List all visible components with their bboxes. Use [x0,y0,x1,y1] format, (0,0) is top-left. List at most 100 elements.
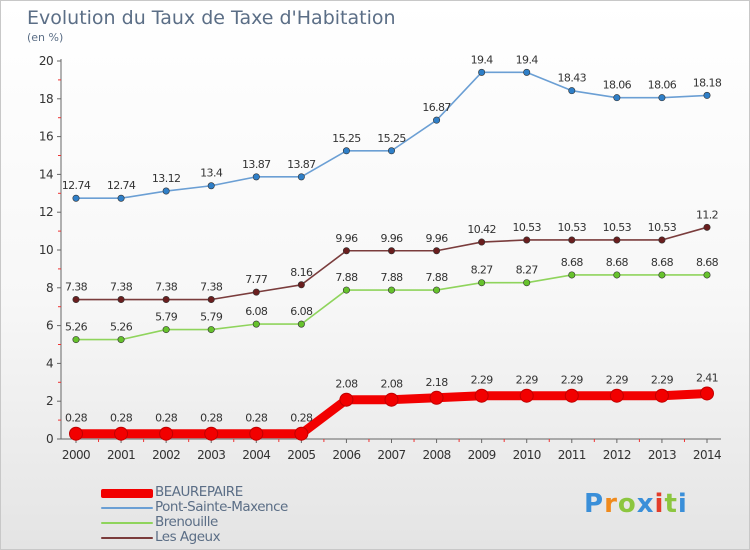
data-point-beaurepaire [204,426,219,441]
chart-title: Evolution du Taux de Taxe d'Habitation [27,7,396,29]
data-label-pont-sainte-maxence: 12.74 [62,179,91,192]
x-tick-label: 2005 [287,448,315,462]
data-point-brenouille [523,279,531,287]
y-tick-label: 6 [46,319,53,333]
data-label-les-ageux: 11.2 [696,208,718,221]
data-point-beaurepaire [294,426,309,441]
data-point-brenouille [433,286,441,294]
legend-swatch-brenouille [101,522,153,524]
data-point-pont-sainte-maxence [613,94,621,102]
data-point-brenouille [297,320,305,328]
legend-label-brenouille: Brenouille [155,514,218,530]
data-point-beaurepaire [339,392,354,407]
data-point-pont-sainte-maxence [342,147,350,155]
data-label-les-ageux: 10.53 [512,221,541,234]
data-label-brenouille: 8.68 [651,256,674,269]
y-tick-label: 2 [46,394,53,408]
data-label-beaurepaire: 2.08 [380,378,403,391]
data-label-pont-sainte-maxence: 12.74 [107,179,136,192]
data-label-pont-sainte-maxence: 13.87 [287,158,316,171]
data-label-brenouille: 5.79 [200,311,223,324]
data-label-pont-sainte-maxence: 16.87 [422,101,451,114]
data-point-pont-sainte-maxence [72,194,80,202]
data-label-brenouille: 8.27 [471,264,494,277]
legend-item-pont-sainte-maxence: Pont-Sainte-Maxence [101,499,351,515]
chart-legend: BEAUREPAIRE Pont-Sainte-Maxence Brenouil… [101,484,351,545]
data-label-les-ageux: 8.16 [290,266,313,279]
data-point-brenouille [478,279,486,287]
x-tick-label: 2007 [377,448,405,462]
data-label-brenouille: 5.26 [110,321,133,334]
data-point-brenouille [207,326,215,334]
data-point-pont-sainte-maxence [252,173,260,181]
data-label-beaurepaire: 0.28 [155,412,178,425]
data-label-brenouille: 8.27 [516,264,539,277]
data-label-les-ageux: 10.53 [648,221,677,234]
legend-swatch-les-ageux [101,537,153,539]
data-label-brenouille: 5.79 [155,311,178,324]
data-point-les-ageux [568,236,576,244]
data-label-les-ageux: 9.96 [426,232,449,245]
proxiti-logo: Proxiti [584,489,688,519]
legend-item-brenouille: Brenouille [101,514,351,530]
y-tick-label: 18 [39,92,53,106]
y-tick-label: 4 [46,356,53,370]
data-label-pont-sainte-maxence: 18.06 [603,79,632,92]
y-tick-label: 14 [39,167,53,181]
data-point-les-ageux [72,296,80,304]
data-label-pont-sainte-maxence: 13.87 [242,158,271,171]
logo-letter: i [677,489,688,519]
y-tick-label: 12 [39,205,53,219]
data-point-beaurepaire [249,426,264,441]
data-point-beaurepaire [69,426,83,441]
data-point-brenouille [387,286,395,294]
data-point-pont-sainte-maxence [207,182,215,190]
data-point-brenouille [342,286,350,294]
data-point-les-ageux [658,236,666,244]
data-point-pont-sainte-maxence [523,68,531,76]
data-label-beaurepaire: 2.29 [651,374,674,387]
y-tick-label: 10 [39,243,53,257]
data-label-les-ageux: 7.38 [200,281,223,294]
y-tick-label: 20 [39,54,53,68]
data-label-beaurepaire: 2.29 [606,374,629,387]
logo-letter: P [584,489,605,519]
x-tick-label: 2010 [513,448,541,462]
chart-unit-label: (en %) [27,31,64,44]
logo-letter: o [617,489,637,519]
data-label-brenouille: 7.88 [380,271,403,284]
data-point-pont-sainte-maxence [117,194,125,202]
data-point-beaurepaire [384,392,399,407]
legend-swatch-pont-sainte-maxence [101,507,153,509]
data-point-les-ageux [703,223,711,231]
x-tick-label: 2011 [558,448,586,462]
data-point-brenouille [568,271,576,279]
data-point-brenouille [72,336,80,344]
data-label-les-ageux: 7.38 [65,281,88,294]
x-tick-label: 2006 [332,448,360,462]
data-point-les-ageux [117,296,125,304]
data-label-pont-sainte-maxence: 18.43 [558,72,587,85]
data-label-les-ageux: 10.53 [558,221,587,234]
data-point-beaurepaire [564,388,579,403]
data-point-brenouille [162,326,170,334]
data-point-pont-sainte-maxence [478,68,486,76]
data-point-pont-sainte-maxence [387,147,395,155]
data-point-les-ageux [297,281,305,289]
x-tick-label: 2002 [152,448,180,462]
x-tick-label: 2013 [648,448,676,462]
data-point-pont-sainte-maxence [658,94,666,102]
legend-item-beaurepaire: BEAUREPAIRE [101,484,351,500]
data-point-pont-sainte-maxence [297,173,305,181]
data-point-beaurepaire [114,426,129,441]
data-point-les-ageux [387,247,395,255]
logo-letter: x [636,489,655,519]
data-label-beaurepaire: 2.08 [335,378,358,391]
data-point-brenouille [117,336,125,344]
data-label-brenouille: 8.68 [696,256,719,269]
data-point-beaurepaire [609,388,624,403]
logo-letter: i [654,489,665,519]
x-tick-label: 2014 [693,448,721,462]
data-point-les-ageux [523,236,531,244]
